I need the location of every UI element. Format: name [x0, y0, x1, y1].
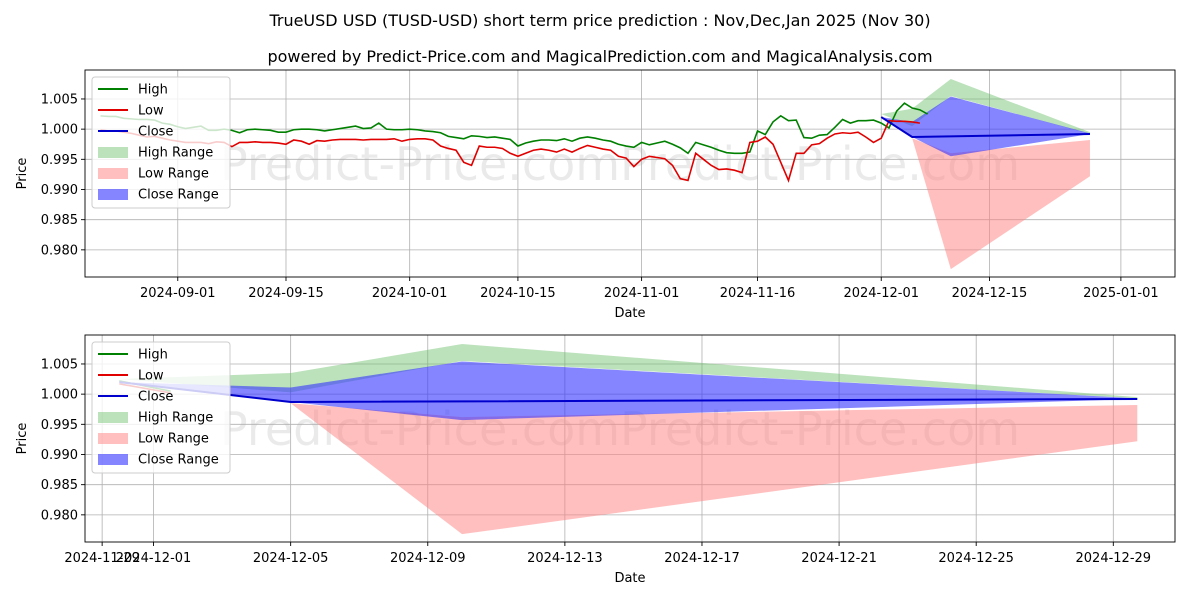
x-tick-label: 2024-12-05 — [253, 551, 329, 566]
low-range-area — [119, 385, 1138, 535]
legend-label: Close — [138, 125, 173, 140]
y-tick-label: 0.980 — [41, 508, 78, 523]
chart-title: TrueUSD USD (TUSD-USD) short term price … — [268, 11, 930, 30]
legend-label: Close Range — [138, 188, 219, 203]
legend-label: Low — [138, 369, 164, 384]
axes-frame — [84, 69, 1176, 278]
x-tick-label: 2024-12-25 — [938, 551, 1014, 566]
y-tick-label: 1.000 — [41, 388, 78, 403]
low-line — [100, 119, 921, 183]
legend-label: Close — [138, 390, 173, 405]
x-tick-label: 2024-11-29 — [64, 551, 140, 566]
close-range-area — [119, 361, 1138, 421]
close-line — [880, 116, 1090, 138]
y-tick-label: 1.000 — [41, 123, 78, 138]
legend-label: High Range — [138, 411, 213, 426]
legend-swatch-patch — [98, 433, 128, 444]
legend-label: Low Range — [138, 167, 209, 182]
legend-swatch-patch — [98, 412, 128, 423]
y-tick-label: 1.005 — [41, 357, 78, 372]
y-tick-label: 0.990 — [41, 448, 78, 463]
legend-swatch-patch — [98, 189, 128, 200]
panel-forecast-zoom: Predict-Price.comPredict-Price.com0.9800… — [15, 334, 1176, 586]
x-tick-label: 2024-10-01 — [372, 286, 448, 301]
x-axis-label: Date — [614, 571, 645, 586]
x-tick-label: 2024-11-16 — [720, 286, 796, 301]
x-tick-label: 2024-12-09 — [390, 551, 466, 566]
panel-overview: Predict-Price.com Predict-Price.com0.9800… — [15, 69, 1176, 321]
legend-swatch-patch — [98, 147, 128, 158]
axes-frame — [84, 334, 1176, 543]
x-tick-label: 2024-11-01 — [604, 286, 680, 301]
x-tick-label: 2024-10-15 — [480, 286, 556, 301]
high-range-area — [119, 344, 1138, 399]
y-tick-label: 0.985 — [41, 478, 78, 493]
legend-label: High Range — [138, 146, 213, 161]
x-tick-label: 2024-09-01 — [140, 286, 216, 301]
chart-subtitle: powered by Predict-Price.com and Magical… — [267, 47, 932, 66]
close-range-area — [881, 96, 1090, 157]
x-tick-label: 2024-12-29 — [1076, 551, 1152, 566]
x-tick-label: 2024-12-15 — [952, 286, 1028, 301]
y-tick-label: 0.995 — [41, 418, 78, 433]
legend-label: High — [138, 83, 168, 98]
legend-swatch-patch — [98, 454, 128, 465]
x-tick-label: 2024-12-01 — [843, 286, 919, 301]
x-tick-label: 2024-09-15 — [248, 286, 324, 301]
legend-label: Low — [138, 104, 164, 119]
y-tick-label: 0.990 — [41, 183, 78, 198]
legend-swatch-patch — [98, 168, 128, 179]
x-tick-label: 2024-12-13 — [527, 551, 603, 566]
high-line — [100, 102, 929, 155]
high-range-area — [881, 79, 1090, 134]
x-tick-label: 2025-01-01 — [1083, 286, 1159, 301]
watermark-text: Predict-Price.com — [220, 137, 620, 191]
y-tick-label: 0.985 — [41, 213, 78, 228]
y-tick-label: 0.980 — [41, 243, 78, 258]
x-tick-label: 2024-12-21 — [801, 551, 877, 566]
y-axis-label: Price — [15, 423, 30, 455]
x-axis-label: Date — [614, 306, 645, 321]
y-tick-label: 1.005 — [41, 92, 78, 107]
legend-label: High — [138, 348, 168, 363]
legend-label: Close Range — [138, 453, 219, 468]
low-range-area — [881, 120, 1090, 270]
y-axis-label: Price — [15, 158, 30, 190]
x-tick-label: 2024-12-17 — [664, 551, 740, 566]
x-tick-label: 2024-12-01 — [116, 551, 192, 566]
legend-label: Low Range — [138, 432, 209, 447]
y-tick-label: 0.995 — [41, 153, 78, 168]
